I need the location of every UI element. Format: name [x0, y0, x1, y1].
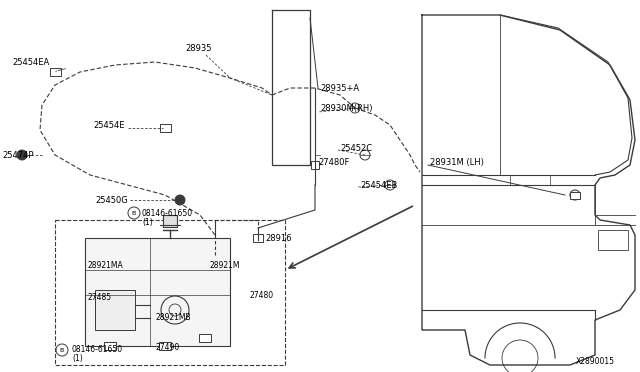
Text: 28921MB: 28921MB [155, 314, 191, 323]
Text: (1): (1) [142, 218, 153, 227]
Bar [598, 230, 628, 250]
Bar [199, 334, 211, 342]
Circle shape [175, 195, 185, 205]
Text: 28931M (LH): 28931M (LH) [430, 157, 484, 167]
Text: B: B [60, 347, 64, 353]
Text: 25454EB: 25454EB [360, 180, 397, 189]
Text: 28921MA: 28921MA [87, 260, 123, 269]
Text: 08146-61650: 08146-61650 [142, 208, 193, 218]
Bar [104, 342, 116, 350]
Text: 08146-61650: 08146-61650 [72, 346, 123, 355]
Text: 25454EA: 25454EA [12, 58, 49, 67]
Circle shape [112, 307, 118, 313]
Circle shape [17, 150, 27, 160]
Bar [55, 220, 285, 365]
Bar [159, 124, 170, 132]
Text: X2890015: X2890015 [576, 357, 615, 366]
Text: 27485: 27485 [87, 294, 111, 302]
Text: 27490: 27490 [155, 343, 179, 353]
Text: 25454E: 25454E [93, 121, 125, 129]
Bar [49, 68, 61, 76]
Text: 28935+A: 28935+A [320, 83, 359, 93]
Text: B: B [132, 211, 136, 215]
Text: 28921M: 28921M [210, 260, 241, 269]
Text: 28930M(RH): 28930M(RH) [320, 103, 372, 112]
Text: 25450G: 25450G [95, 196, 128, 205]
Bar [85, 238, 230, 346]
Bar [570, 192, 580, 199]
Bar [95, 290, 135, 330]
Text: (1): (1) [72, 355, 83, 363]
Text: 27480: 27480 [250, 291, 274, 299]
Bar [253, 234, 263, 242]
Text: 25452C: 25452C [340, 144, 372, 153]
Text: 28935: 28935 [185, 44, 211, 52]
Text: 25474P: 25474P [2, 151, 33, 160]
Text: 27480F: 27480F [318, 157, 349, 167]
Bar [159, 342, 171, 350]
Bar [163, 215, 177, 227]
Text: 28916: 28916 [265, 234, 291, 243]
Bar [311, 161, 319, 169]
